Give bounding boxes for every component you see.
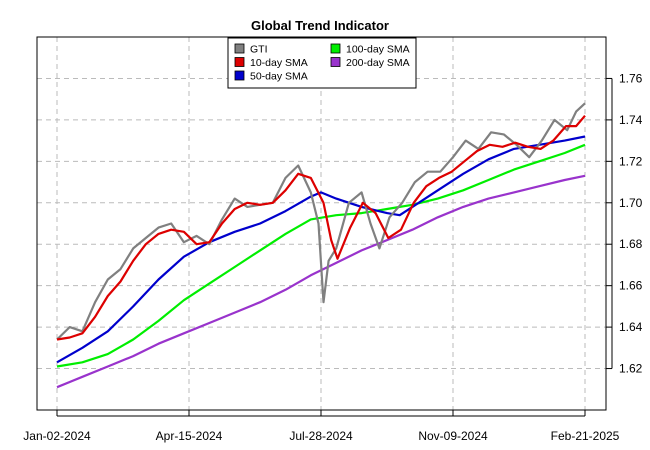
- legend-swatch: [330, 43, 341, 54]
- x-tick-label: Jul-28-2024: [289, 429, 353, 443]
- x-tick-label: Feb-21-2025: [551, 429, 620, 443]
- y-tick-label: 1.72: [619, 154, 643, 168]
- y-tick-label: 1.76: [619, 71, 643, 85]
- legend-swatch: [234, 43, 245, 54]
- y-tick-label: 1.62: [619, 362, 643, 376]
- x-tick-label: Jan-02-2024: [23, 429, 91, 443]
- legend-label: 100-day SMA: [346, 44, 410, 56]
- x-axis: Jan-02-2024 Apr-15-2024 Jul-28-2024 Nov-09-…: [23, 410, 620, 443]
- chart-title: Global Trend Indicator: [251, 18, 389, 33]
- x-tick-label: Nov-09-2024: [418, 429, 488, 443]
- y-tick-label: 1.66: [619, 279, 643, 293]
- series-line-10-day-sma: [56, 114, 586, 341]
- grid: [37, 37, 606, 410]
- legend-label: 50-day SMA: [250, 71, 308, 83]
- series-line-100-day-sma: [56, 143, 586, 368]
- legend-label: GTI: [250, 44, 268, 56]
- y-axis: 1.62 1.64 1.66 1.68 1.70 1.72 1.74 1.76: [606, 71, 643, 376]
- legend-box: [227, 37, 417, 89]
- legend-swatch: [234, 70, 245, 81]
- legend-swatch: [330, 57, 341, 67]
- series-line-50-day-sma: [56, 135, 586, 364]
- legend-swatch: [234, 57, 245, 67]
- y-tick-label: 1.74: [619, 113, 643, 127]
- legend-label: 200-day SMA: [346, 57, 410, 69]
- y-tick-label: 1.70: [619, 196, 643, 210]
- x-tick-label: Apr-15-2024: [156, 429, 223, 443]
- series-line-200-day-sma: [56, 174, 586, 389]
- y-tick-label: 1.64: [619, 320, 643, 334]
- legend-label: 10-day SMA: [250, 57, 308, 69]
- series-line-gti: [56, 102, 586, 341]
- y-tick-label: 1.68: [619, 237, 643, 251]
- series-lines: [56, 102, 586, 389]
